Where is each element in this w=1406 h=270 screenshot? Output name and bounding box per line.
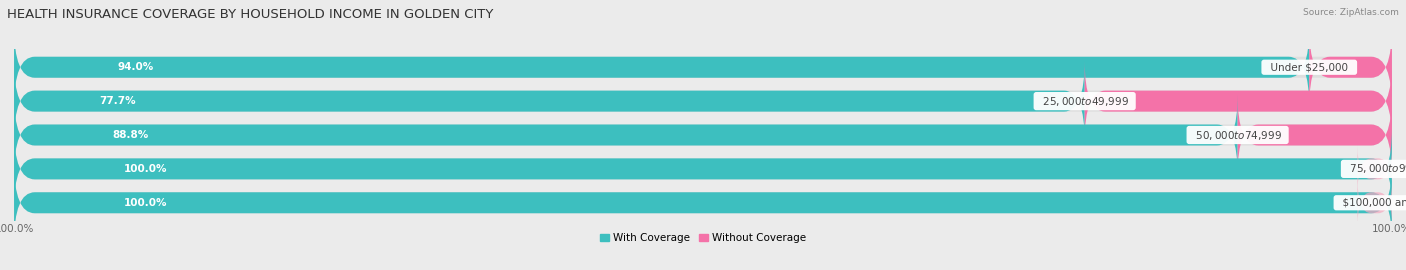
Text: $25,000 to $49,999: $25,000 to $49,999 (1036, 94, 1133, 108)
FancyBboxPatch shape (14, 95, 1237, 175)
FancyBboxPatch shape (14, 61, 1392, 141)
FancyBboxPatch shape (1309, 27, 1392, 107)
Text: 88.8%: 88.8% (112, 130, 148, 140)
FancyBboxPatch shape (14, 163, 1392, 243)
FancyBboxPatch shape (14, 95, 1392, 175)
Text: $50,000 to $74,999: $50,000 to $74,999 (1189, 129, 1286, 141)
Text: HEALTH INSURANCE COVERAGE BY HOUSEHOLD INCOME IN GOLDEN CITY: HEALTH INSURANCE COVERAGE BY HOUSEHOLD I… (7, 8, 494, 21)
FancyBboxPatch shape (14, 129, 1392, 209)
Text: 100.0%: 100.0% (124, 164, 167, 174)
FancyBboxPatch shape (14, 163, 1392, 243)
Text: $100,000 and over: $100,000 and over (1336, 198, 1406, 208)
Legend: With Coverage, Without Coverage: With Coverage, Without Coverage (596, 229, 810, 247)
Text: Under $25,000: Under $25,000 (1264, 62, 1354, 72)
Text: $75,000 to $99,999: $75,000 to $99,999 (1344, 162, 1406, 176)
Text: 77.7%: 77.7% (100, 96, 136, 106)
Text: Source: ZipAtlas.com: Source: ZipAtlas.com (1303, 8, 1399, 17)
Text: 94.0%: 94.0% (118, 62, 153, 72)
FancyBboxPatch shape (14, 27, 1309, 107)
FancyBboxPatch shape (14, 129, 1392, 209)
FancyBboxPatch shape (1237, 95, 1392, 175)
FancyBboxPatch shape (14, 61, 1084, 141)
Text: 100.0%: 100.0% (124, 198, 167, 208)
FancyBboxPatch shape (1358, 146, 1392, 192)
FancyBboxPatch shape (1358, 179, 1392, 226)
FancyBboxPatch shape (14, 27, 1392, 107)
FancyBboxPatch shape (1084, 61, 1392, 141)
